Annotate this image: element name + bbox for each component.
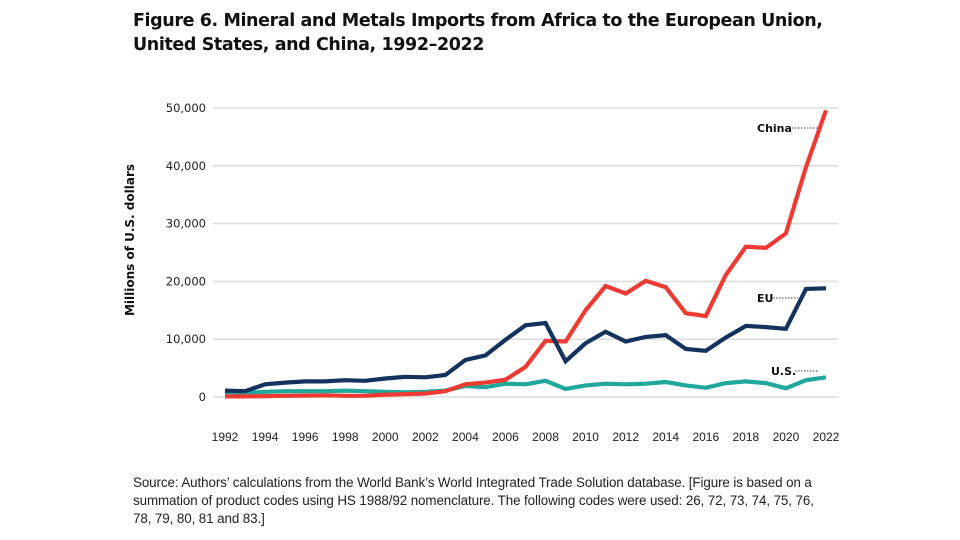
x-tick-label: 2002 — [412, 430, 439, 444]
y-axis-ticks: 0 10,000 20,000 30,000 40,000 50,000 — [166, 101, 206, 404]
x-tick-label: 1998 — [332, 430, 359, 444]
x-tick-label: 2022 — [813, 430, 840, 444]
y-tick-label: 10,000 — [166, 332, 206, 346]
y-tick-label: 40,000 — [166, 159, 206, 173]
series-label-china: China — [757, 122, 792, 135]
x-axis-ticks: 1992 1994 1996 1998 2000 2002 2004 2006 2008 2010… — [212, 430, 840, 444]
y-tick-label: 50,000 — [166, 101, 206, 115]
x-tick-label: 2006 — [492, 430, 519, 444]
y-tick-label: 0 — [199, 390, 206, 404]
y-tick-label: 30,000 — [166, 217, 206, 231]
x-tick-label: 2004 — [452, 430, 479, 444]
x-tick-label: 2020 — [773, 430, 800, 444]
series-lines — [224, 109, 828, 399]
x-tick-label: 1994 — [252, 430, 279, 444]
x-tick-label: 2000 — [372, 430, 399, 444]
series-line-us — [225, 375, 827, 396]
x-tick-label: 1996 — [292, 430, 319, 444]
chart-title: Figure 6. Mineral and Metals Imports fro… — [133, 11, 823, 55]
x-tick-label: 2012 — [612, 430, 639, 444]
series-labels: China EU U.S. — [757, 122, 819, 378]
x-tick-label: 2014 — [652, 430, 679, 444]
series-label-us: U.S. — [771, 365, 796, 378]
gridlines — [213, 107, 838, 398]
x-tick-label: 2018 — [733, 430, 760, 444]
x-tick-label: 1992 — [212, 430, 239, 444]
x-tick-label: 2008 — [532, 430, 559, 444]
series-line-eu — [224, 286, 827, 394]
x-tick-label: 2016 — [692, 430, 719, 444]
source-note: Source: Authors’ calculations from the W… — [133, 475, 814, 526]
series-label-eu: EU — [757, 292, 773, 305]
series-line-china — [225, 109, 828, 399]
y-tick-label: 20,000 — [166, 274, 206, 288]
x-tick-label: 2010 — [572, 430, 599, 444]
